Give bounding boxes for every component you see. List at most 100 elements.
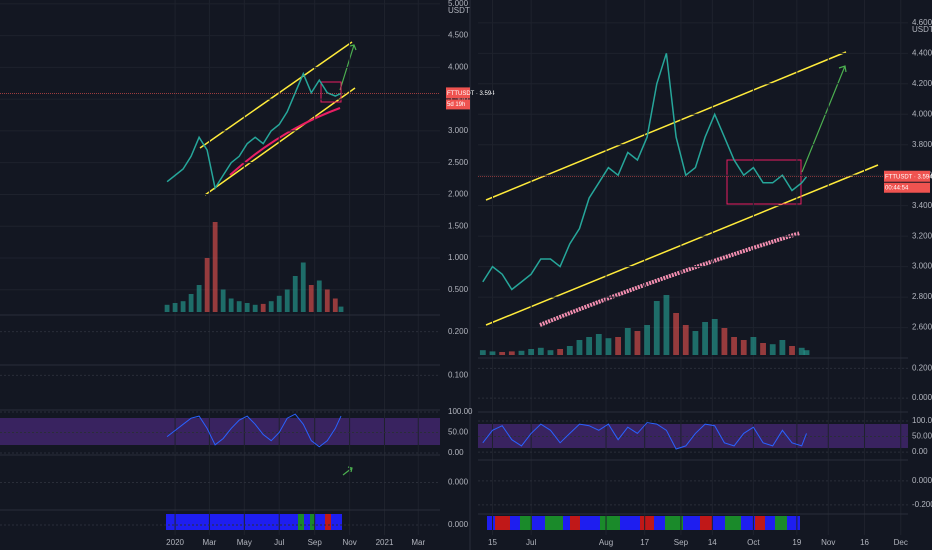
volume-bar <box>164 304 170 312</box>
y-tick-label: 3.400 <box>912 201 932 210</box>
volume-bar <box>260 303 266 312</box>
volume-bar <box>595 334 602 355</box>
volume-bar <box>228 298 234 312</box>
x-tick-label: Dec <box>894 538 908 547</box>
volume-bar <box>663 295 670 355</box>
trend-line <box>485 164 879 326</box>
y-tick-label: 3.500 <box>448 94 469 103</box>
price-tag-label: FTTUSDT · 3.594 <box>447 91 495 97</box>
volume-bar <box>557 349 564 355</box>
y-tick-label: 5.000 <box>448 0 469 8</box>
timer-label: 5d 19h <box>447 102 465 108</box>
indicator-tick-label: 50.00 <box>448 428 469 437</box>
y-tick-label: 2.600 <box>912 323 932 332</box>
volume-bar <box>499 352 506 355</box>
volume-bar <box>798 347 805 355</box>
range-box <box>320 81 342 103</box>
volume-bar <box>300 262 306 312</box>
y-tick-label: 2.000 <box>448 190 469 199</box>
volume-bar <box>338 306 344 312</box>
volume-bar <box>692 331 699 355</box>
volume-bar <box>180 301 186 312</box>
indicator-tick-label: 0.100 <box>448 370 469 379</box>
y-tick-label: 1.000 <box>448 253 469 262</box>
y-tick-label: 4.600 <box>912 18 932 27</box>
volume-bar <box>576 340 583 355</box>
indicator-tick-label: 0.200 <box>448 327 469 336</box>
volume-bar <box>308 285 314 312</box>
volume-bar <box>644 325 650 355</box>
volume-bar <box>615 337 622 355</box>
y-tick-label: 4.200 <box>912 79 932 88</box>
volume-bar <box>760 343 766 355</box>
volume-bar <box>188 294 194 312</box>
indicator-tick-label: 0.200 <box>912 364 932 373</box>
oscillator-line <box>166 413 342 448</box>
y-tick-label: 3.000 <box>448 126 469 135</box>
timer-tag <box>446 99 470 110</box>
volume-bar <box>779 340 786 355</box>
volume-bar <box>624 328 631 355</box>
x-tick-label: Jul <box>274 538 284 547</box>
volume-bar <box>789 346 795 355</box>
volume-bar <box>731 337 737 355</box>
y-tick-label: 3.800 <box>912 140 932 149</box>
indicator-tick-label: 100.00 <box>448 407 473 416</box>
indicator-tick-label: 0.00 <box>912 447 928 456</box>
x-tick-label: 15 <box>488 538 497 547</box>
y-tick-label: 4.000 <box>448 62 469 71</box>
indicator-tick-label: 0.000 <box>912 476 932 485</box>
volume-bar <box>634 331 641 355</box>
indicator-tick-label: 100.00 <box>912 416 932 425</box>
x-tick-label: Sep <box>674 538 689 547</box>
y-tick-label: 3.200 <box>912 231 932 240</box>
indicator-tick-label: 0.00 <box>448 448 464 457</box>
volume-bar <box>547 350 554 355</box>
y-tick-label: 0.500 <box>448 285 469 294</box>
currency-label: USDT <box>912 25 932 34</box>
x-tick-label: Nov <box>342 538 356 547</box>
volume-bar <box>172 303 178 312</box>
volume-bar <box>750 337 757 355</box>
indicator-tick-label: 0.000 <box>912 393 932 402</box>
volume-bar <box>803 350 810 355</box>
volume-bar <box>332 298 338 312</box>
signal-strip <box>298 514 304 530</box>
volume-bar <box>682 325 689 355</box>
price-tag <box>884 170 930 182</box>
volume-bar <box>212 222 218 312</box>
signal-strip <box>166 514 342 530</box>
y-tick-label: 4.500 <box>448 31 469 40</box>
price-tag <box>446 87 470 99</box>
y-tick-label: 1.500 <box>448 221 469 230</box>
x-tick-label: Aug <box>599 538 613 547</box>
y-tick-label: 3.000 <box>912 262 932 271</box>
volume-bar <box>196 285 202 312</box>
y-tick-label: 4.000 <box>912 109 932 118</box>
volume-bar <box>605 338 612 355</box>
volume-bar <box>276 295 282 312</box>
volume-bar <box>702 322 708 355</box>
x-tick-label: Mar <box>411 538 425 547</box>
signal-strip <box>487 516 800 530</box>
x-tick-label: 17 <box>640 538 649 547</box>
indicator-tick-label: 0.000 <box>448 478 469 487</box>
timer-tag <box>884 182 930 193</box>
x-tick-label: Oct <box>747 538 760 547</box>
signal-strip <box>325 514 331 530</box>
y-tick-label: 4.400 <box>912 48 932 57</box>
moving-average <box>229 107 341 176</box>
volume-bar <box>769 344 776 355</box>
y-tick-label: 2.500 <box>448 158 469 167</box>
oscillator-line <box>482 422 807 450</box>
x-tick-label: Mar <box>203 538 217 547</box>
x-tick-label: 2021 <box>376 538 394 547</box>
volume-bar <box>316 280 322 312</box>
volume-bar <box>566 346 573 355</box>
volume-bar <box>721 328 728 355</box>
indicator-tick-label: 0.000 <box>448 520 469 529</box>
volume-bar <box>653 301 660 355</box>
x-tick-label: May <box>237 538 252 547</box>
